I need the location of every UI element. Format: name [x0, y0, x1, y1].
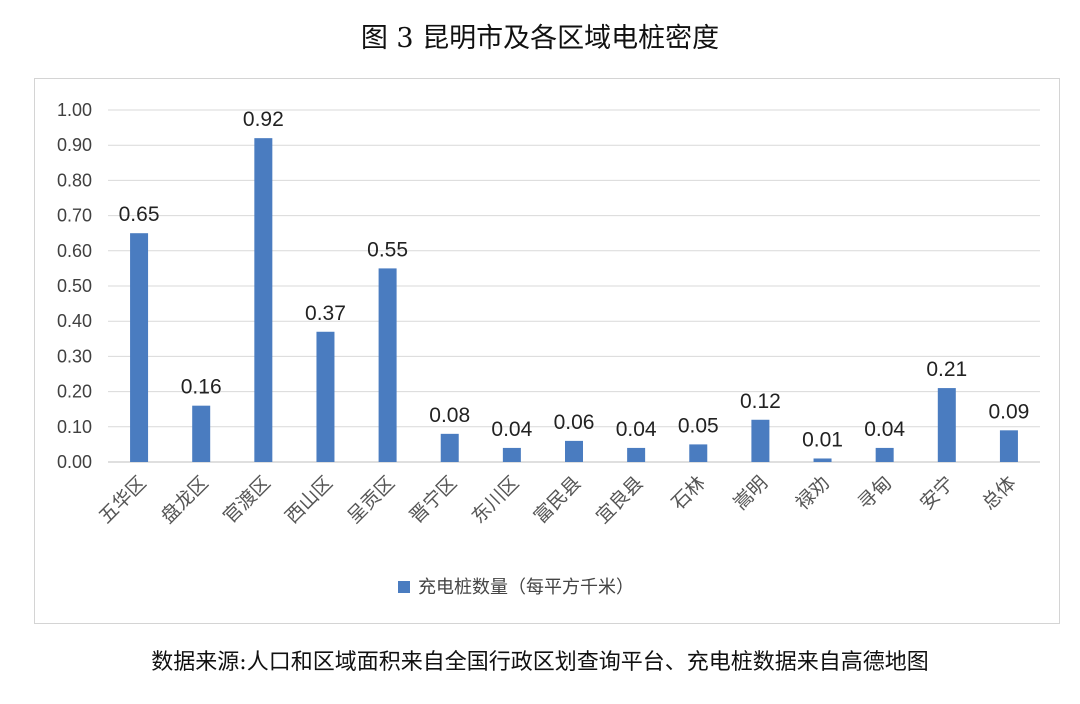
data-label: 0.65: [119, 203, 160, 226]
category-label: 宜良县: [592, 472, 648, 528]
category-label: 晋宁区: [405, 472, 461, 528]
bar: [254, 138, 273, 462]
source-note: 数据来源:人口和区域面积来自全国行政区划查询平台、充电桩数据来自高德地图: [151, 650, 929, 675]
bar: [751, 419, 770, 462]
y-axis-ticks: 0.00 0.10 0.20 0.30 0.40 0.50 0.60 0.70 0.80 0.90…: [57, 100, 92, 472]
data-label: 0.06: [554, 411, 595, 434]
y-tick-label: 0.90: [57, 135, 92, 155]
chart-frame: [34, 78, 1060, 624]
category-label: 五华区: [95, 472, 151, 528]
bar: [192, 405, 211, 462]
category-label: 总体: [978, 472, 1020, 514]
data-label: 0.04: [491, 418, 532, 441]
data-label: 0.16: [181, 376, 222, 399]
data-label: 0.01: [802, 428, 843, 451]
category-label: 石林: [667, 472, 709, 514]
y-tick-label: 0.50: [57, 276, 92, 296]
y-tick-label: 0.70: [57, 206, 92, 226]
category-labels: 五华区 盘龙区 官渡区 西山区 呈贡区 晋宁区 东川区 富民县 宜良县 石林 嵩明 禄劝 寻甸 安宁 总体: [95, 472, 1021, 528]
category-label: 富民县: [530, 472, 586, 528]
data-label: 0.12: [740, 390, 781, 413]
bar: [502, 447, 521, 462]
bar: [689, 444, 708, 462]
y-tick-label: 0.80: [57, 170, 92, 190]
data-label: 0.92: [243, 108, 284, 131]
category-label: 盘龙区: [157, 472, 213, 528]
y-tick-label: 0.10: [57, 417, 92, 437]
legend-label: 充电桩数量（每平方千米）: [418, 577, 634, 598]
bar: [627, 447, 646, 462]
y-tick-label: 0.60: [57, 241, 92, 261]
bar: [440, 433, 459, 462]
legend: 充电桩数量（每平方千米）: [398, 577, 634, 598]
data-label: 0.05: [678, 414, 719, 437]
bar: [565, 440, 583, 462]
bar: [875, 447, 894, 462]
bar: [316, 331, 335, 462]
category-label: 官渡区: [219, 472, 275, 528]
category-label: 呈贡区: [343, 472, 399, 528]
y-tick-label: 0.20: [57, 382, 92, 402]
category-label: 寻甸: [854, 472, 896, 514]
category-label: 西山区: [281, 472, 337, 528]
data-label: 0.04: [864, 418, 905, 441]
bar: [130, 233, 149, 462]
y-tick-label: 0.00: [57, 452, 92, 472]
bar: [813, 458, 832, 462]
y-tick-label: 0.30: [57, 346, 92, 366]
data-label: 0.37: [305, 302, 346, 325]
data-label: 0.21: [926, 358, 967, 381]
data-label: 0.08: [429, 404, 470, 427]
category-label: 安宁: [916, 472, 958, 514]
bar: [999, 430, 1018, 462]
bar-chart: 0.00 0.10 0.20 0.30 0.40 0.50 0.60 0.70 0.80 0.90…: [57, 100, 1040, 598]
data-labels: 0.65 0.16 0.92 0.37 0.55 0.08 0.04 0.06 0.04 0.05…: [119, 108, 1030, 451]
data-label: 0.55: [367, 238, 408, 261]
category-label: 东川区: [468, 472, 524, 528]
gridlines: [108, 109, 1040, 463]
y-tick-label: 1.00: [57, 100, 92, 120]
data-label: 0.09: [988, 400, 1029, 423]
category-label: 禄劝: [792, 472, 834, 514]
bars: [130, 138, 1018, 462]
figure-title: 图 3 昆明市及各区域电桩密度: [360, 23, 720, 54]
bar: [378, 268, 397, 462]
legend-swatch: [398, 581, 410, 593]
category-label: 嵩明: [729, 472, 771, 514]
bar: [937, 388, 956, 462]
data-label: 0.04: [616, 418, 657, 441]
y-tick-label: 0.40: [57, 311, 92, 331]
